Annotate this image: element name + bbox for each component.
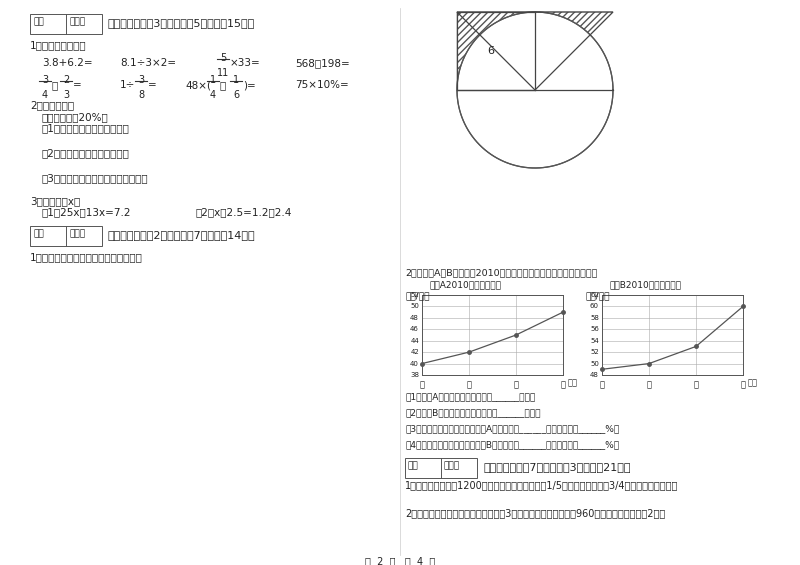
Text: 48×(: 48×( [185, 80, 211, 90]
Text: 4: 4 [42, 90, 48, 100]
Text: 二: 二 [646, 380, 651, 389]
Text: 1÷: 1÷ [120, 80, 135, 90]
Polygon shape [457, 12, 535, 90]
Text: 56: 56 [590, 326, 599, 332]
Text: 五、综合题（共2小题，每题7分，共计14分）: 五、综合题（共2小题，每题7分，共计14分） [108, 230, 256, 240]
Text: （1）甲数是乙数的百分之几？: （1）甲数是乙数的百分之几？ [42, 123, 130, 133]
Text: 52: 52 [410, 292, 419, 298]
Text: 54: 54 [590, 338, 599, 344]
Text: 3．求未知数x。: 3．求未知数x。 [30, 196, 80, 206]
Text: 四、计算题（共3小题，每题5分，共计15分）: 四、计算题（共3小题，每题5分，共计15分） [108, 18, 255, 28]
Text: 60: 60 [590, 303, 599, 310]
Text: －: － [52, 80, 58, 90]
Text: )=: )= [243, 80, 256, 90]
Text: 1: 1 [233, 75, 239, 85]
Text: （1）工厂A平均每个季度的产值是______万元。: （1）工厂A平均每个季度的产值是______万元。 [405, 392, 535, 401]
Text: 一: 一 [599, 380, 605, 389]
Text: 58: 58 [590, 315, 599, 321]
Text: 5: 5 [220, 53, 226, 63]
Text: 6: 6 [493, 0, 499, 2]
Text: 568－198=: 568－198= [295, 58, 350, 68]
Text: 季度: 季度 [748, 378, 758, 387]
Text: 50: 50 [590, 360, 599, 367]
Text: 52: 52 [590, 349, 599, 355]
Text: 11: 11 [217, 68, 230, 78]
Text: =: = [148, 80, 157, 90]
Text: 46: 46 [410, 326, 419, 332]
Text: 1．直接写出得数。: 1．直接写出得数。 [30, 40, 86, 50]
Text: ×33=: ×33= [230, 58, 261, 68]
Polygon shape [535, 12, 613, 90]
Text: 2．列式计算。: 2．列式计算。 [30, 100, 74, 110]
Text: 6: 6 [487, 46, 494, 56]
Text: 40: 40 [410, 360, 419, 367]
Text: 得分: 得分 [408, 461, 418, 470]
Text: 得分: 得分 [33, 229, 44, 238]
Text: 2: 2 [63, 75, 70, 85]
Text: 48: 48 [410, 315, 419, 321]
Text: 75×10%=: 75×10%= [295, 80, 349, 90]
Bar [405, 458, 477, 478]
Text: 二: 二 [466, 380, 471, 389]
Text: 62: 62 [590, 292, 599, 298]
Text: 3: 3 [42, 75, 48, 85]
Bar [30, 14, 102, 34]
Text: （2）乙数比甲数少百分之几？: （2）乙数比甲数少百分之几？ [42, 148, 130, 158]
Text: 4: 4 [210, 90, 216, 100]
Text: 一: 一 [419, 380, 425, 389]
Text: 3: 3 [138, 75, 144, 85]
Text: 评卷人: 评卷人 [69, 17, 85, 26]
Text: 8.1÷3×2=: 8.1÷3×2= [120, 58, 176, 68]
Text: 工厂B2010年产值统计图: 工厂B2010年产值统计图 [610, 280, 682, 289]
Text: 六、应用题（共7小题，每题3分，共计21分）: 六、应用题（共7小题，每题3分，共计21分） [483, 462, 630, 472]
Text: （2）工厂B四个季度产值的中位数是______万元。: （2）工厂B四个季度产值的中位数是______万元。 [405, 408, 541, 417]
Bar [457, 12, 535, 90]
Text: （4）四季度与一季度相比，工厂B产值增加了______万元，增加了______%。: （4）四季度与一季度相比，工厂B产值增加了______万元，增加了______%… [405, 440, 619, 449]
Polygon shape [457, 90, 613, 168]
Text: 6: 6 [233, 90, 239, 100]
Text: －: － [220, 80, 226, 90]
Text: 38: 38 [410, 372, 419, 378]
Text: 1: 1 [210, 75, 216, 85]
Text: 3.8+6.2=: 3.8+6.2= [42, 58, 93, 68]
Text: 1．求阴影部分的面积（单位：厘米）。: 1．求阴影部分的面积（单位：厘米）。 [30, 252, 143, 262]
Text: 3: 3 [63, 90, 69, 100]
Bar [30, 226, 102, 246]
Text: 三: 三 [694, 380, 698, 389]
Text: =: = [73, 80, 82, 90]
Text: 48: 48 [590, 372, 599, 378]
Text: 产值/万元: 产值/万元 [405, 291, 430, 300]
Text: 2．一间教室要用方砖铺地，用边长是3分米的正方形方砖，需要960块。如果改用边长为2分米: 2．一间教室要用方砖铺地，用边长是3分米的正方形方砖，需要960块。如果改用边长… [405, 508, 666, 518]
Text: （3）甲数是甲乙两数和的百分之几？: （3）甲数是甲乙两数和的百分之几？ [42, 173, 149, 183]
Text: 甲数比乙数多20%。: 甲数比乙数多20%。 [42, 112, 109, 122]
Text: 50: 50 [410, 303, 419, 310]
Text: 产值/万元: 产值/万元 [585, 291, 610, 300]
Text: （1）25x－13x=7.2: （1）25x－13x=7.2 [42, 207, 131, 217]
Text: 44: 44 [410, 338, 419, 344]
Text: 第  2  页   共  4  页: 第 2 页 共 4 页 [365, 556, 435, 565]
Text: 三: 三 [514, 380, 518, 389]
Text: 四: 四 [561, 380, 566, 389]
Text: （2）x：2.5=1.2：2.4: （2）x：2.5=1.2：2.4 [195, 207, 291, 217]
Text: 2．如图是A、B两个工厂2010年产值统计图，根据统计图回答问题。: 2．如图是A、B两个工厂2010年产值统计图，根据统计图回答问题。 [405, 268, 598, 277]
Text: 42: 42 [410, 349, 419, 355]
Text: 得分: 得分 [33, 17, 44, 26]
Text: 评卷人: 评卷人 [444, 461, 460, 470]
Text: 工厂A2010年产值统计图: 工厂A2010年产值统计图 [430, 280, 502, 289]
Text: （3）四季度与一季度相比，工厂A产值增加了______万元，增加了______%。: （3）四季度与一季度相比，工厂A产值增加了______万元，增加了______%… [405, 424, 619, 433]
Text: 1．新光农场种白菜1200公顷，种的萝卜是白菜的1/5，萝卜又是黄瓜的3/4，种黄瓜多少公顷？: 1．新光农场种白菜1200公顷，种的萝卜是白菜的1/5，萝卜又是黄瓜的3/4，种… [405, 480, 678, 490]
Text: 评卷人: 评卷人 [69, 229, 85, 238]
Text: 四: 四 [741, 380, 746, 389]
Text: 8: 8 [138, 90, 144, 100]
Text: 季度: 季度 [568, 378, 578, 387]
